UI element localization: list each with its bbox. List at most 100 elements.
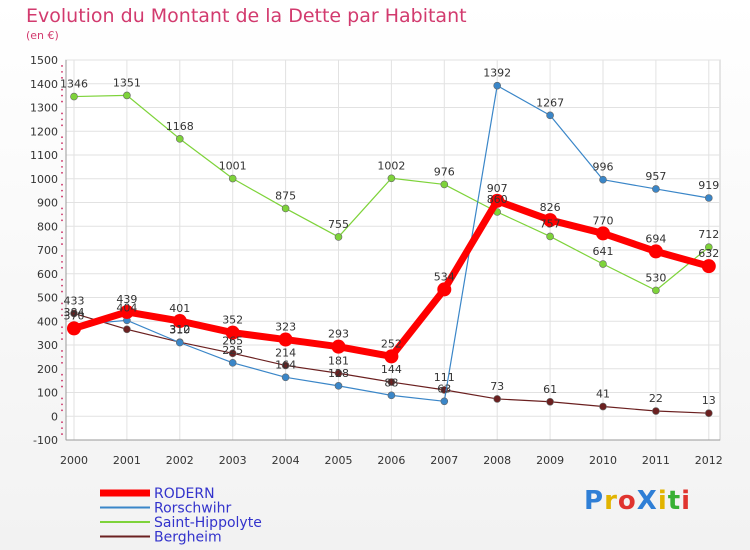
data-point-rorschwihr xyxy=(334,382,343,390)
data-label-rodern: 439 xyxy=(116,293,137,306)
data-point-rorschwihr xyxy=(228,359,237,367)
data-point-saint-hippolyte xyxy=(123,91,131,100)
data-label-rodern: 826 xyxy=(540,201,561,214)
data-point-bergheim xyxy=(123,325,131,334)
data-label-rorschwihr: 63 xyxy=(437,382,451,395)
data-point-bergheim xyxy=(70,309,78,318)
y-minor-tick xyxy=(61,332,63,335)
logo-letter: P xyxy=(584,486,605,516)
data-point-rodern xyxy=(331,339,346,354)
data-label-rorschwihr: 919 xyxy=(698,179,719,192)
data-label-rodern: 252 xyxy=(381,337,402,350)
data-label-saint-hippolyte: 530 xyxy=(645,271,666,284)
data-label-rorschwihr: 1267 xyxy=(536,96,564,109)
data-label-rodern: 694 xyxy=(645,232,666,245)
data-point-saint-hippolyte xyxy=(176,135,184,143)
y-tick-label: 600 xyxy=(37,268,58,281)
x-tick-label: 2008 xyxy=(483,454,511,467)
data-point-rodern xyxy=(490,193,505,208)
y-tick-label: 0 xyxy=(51,410,58,423)
data-label-saint-hippolyte: 712 xyxy=(698,228,719,241)
chart-subtitle: (en €) xyxy=(26,29,59,42)
data-label-saint-hippolyte: 1346 xyxy=(60,78,88,91)
data-label-saint-hippolyte: 1001 xyxy=(219,160,247,173)
y-minor-tick xyxy=(61,409,63,412)
data-label-rorschwihr: 1392 xyxy=(483,67,511,80)
y-minor-tick xyxy=(61,266,63,269)
data-point-saint-hippolyte xyxy=(440,180,449,189)
y-minor-tick xyxy=(61,213,63,216)
data-label-saint-hippolyte: 1002 xyxy=(377,159,405,172)
data-label-rorschwihr: 88 xyxy=(384,376,398,389)
y-tick-label: 900 xyxy=(37,197,58,210)
data-point-bergheim xyxy=(546,397,554,406)
x-tick-label: 2004 xyxy=(272,454,300,467)
y-minor-tick xyxy=(61,65,63,67)
x-tick-label: 2010 xyxy=(589,454,617,467)
data-point-saint-hippolyte xyxy=(70,92,78,101)
y-minor-tick xyxy=(61,195,63,198)
data-label-bergheim: 61 xyxy=(543,383,557,396)
data-label-rodern: 323 xyxy=(275,321,296,334)
y-minor-tick xyxy=(61,255,63,257)
y-tick-label: 100 xyxy=(37,387,58,400)
data-point-rodern xyxy=(119,304,134,319)
data-label-saint-hippolyte: 875 xyxy=(275,189,296,202)
y-minor-tick xyxy=(61,207,63,210)
y-tick-label: 700 xyxy=(37,244,58,257)
data-label-bergheim: 265 xyxy=(222,334,243,347)
data-point-saint-hippolyte xyxy=(228,174,237,183)
y-minor-tick xyxy=(61,189,63,192)
x-tick-label: 2001 xyxy=(113,454,141,467)
data-label-rorschwihr: 404 xyxy=(116,301,137,314)
y-minor-tick xyxy=(61,326,63,329)
logo-letter: i xyxy=(657,486,668,516)
y-minor-tick xyxy=(61,379,63,382)
y-minor-tick xyxy=(61,94,63,97)
data-point-saint-hippolyte xyxy=(281,204,290,213)
data-label-bergheim: 73 xyxy=(490,380,504,393)
data-label-bergheim: 41 xyxy=(596,388,610,401)
y-minor-tick xyxy=(61,421,63,424)
data-point-bergheim xyxy=(228,349,237,358)
y-minor-tick xyxy=(61,112,63,115)
y-minor-tick xyxy=(61,373,63,376)
data-label-bergheim: 13 xyxy=(702,394,716,407)
y-minor-tick xyxy=(61,350,63,352)
x-tick-label: 2009 xyxy=(536,454,564,467)
legend-label: Saint-Hippolyte xyxy=(154,515,262,531)
data-label-saint-hippolyte: 976 xyxy=(434,165,455,178)
y-tick-label: 1500 xyxy=(30,54,58,67)
data-label-rorschwihr: 225 xyxy=(222,344,243,357)
y-tick-label: 1100 xyxy=(30,149,58,162)
data-point-rorschwihr xyxy=(599,175,607,184)
y-minor-tick xyxy=(61,433,63,435)
y-minor-tick xyxy=(61,397,63,400)
y-minor-tick xyxy=(61,76,63,79)
y-tick-label: 1200 xyxy=(30,125,58,138)
x-tick-label: 2003 xyxy=(219,454,247,467)
y-minor-tick xyxy=(61,361,63,364)
y-tick-label: 1400 xyxy=(30,78,58,91)
data-point-rodern xyxy=(67,321,81,336)
y-minor-tick xyxy=(61,88,63,91)
data-label-rodern: 534 xyxy=(434,270,455,283)
data-label-rodern: 352 xyxy=(222,314,243,327)
data-label-rorschwihr: 957 xyxy=(645,170,666,183)
data-label-rorschwihr: 164 xyxy=(275,358,296,371)
y-minor-tick xyxy=(61,124,63,127)
y-tick-label: 1000 xyxy=(30,173,58,186)
y-minor-tick xyxy=(61,260,63,263)
y-tick-label: 800 xyxy=(37,220,58,233)
data-point-rorschwihr xyxy=(546,111,554,120)
logo-letter: o xyxy=(617,486,637,516)
y-minor-tick xyxy=(61,237,63,240)
y-minor-tick xyxy=(61,403,63,406)
x-tick-label: 2007 xyxy=(430,454,458,467)
y-minor-tick xyxy=(61,100,63,103)
data-point-rodern xyxy=(648,244,663,259)
data-point-rodern xyxy=(278,332,293,347)
data-label-bergheim: 312 xyxy=(169,323,190,336)
y-minor-tick xyxy=(61,308,63,311)
